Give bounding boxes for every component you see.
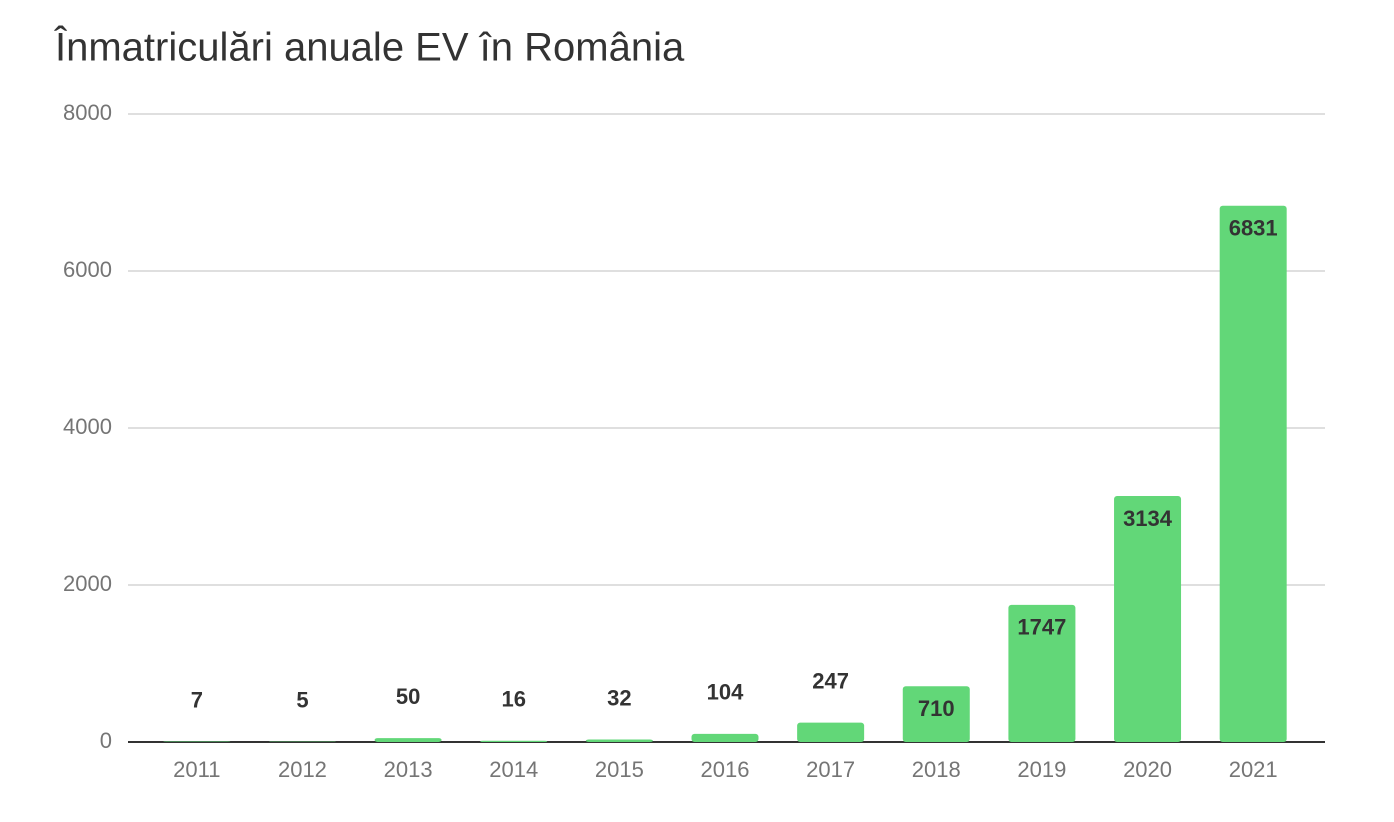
x-tick-label: 2016: [701, 757, 750, 782]
bar: [1008, 604, 1076, 742]
y-tick-label: 4000: [63, 414, 112, 439]
bar: [902, 686, 970, 742]
x-tick-label: 2013: [384, 757, 433, 782]
bar: [797, 722, 865, 742]
value-label: 710: [918, 696, 955, 721]
bar: [1219, 205, 1287, 743]
bar: [480, 740, 548, 742]
x-tick-label: 2011: [173, 757, 220, 782]
x-tick-label: 2012: [278, 757, 327, 782]
bar: [374, 738, 442, 742]
value-label: 50: [396, 684, 420, 709]
x-tick-label: 2019: [1017, 757, 1066, 782]
value-label: 3134: [1123, 506, 1173, 531]
y-tick-label: 6000: [63, 257, 112, 282]
x-tick-label: 2020: [1123, 757, 1172, 782]
bar: [585, 739, 653, 742]
value-label: 5: [296, 687, 308, 712]
y-tick-label: 0: [100, 728, 112, 753]
value-label: 1747: [1017, 615, 1066, 640]
x-tick-label: 2014: [489, 757, 538, 782]
value-label: 7: [191, 687, 203, 712]
y-tick-label: 8000: [63, 100, 112, 125]
value-label: 6831: [1229, 216, 1278, 241]
bar: [163, 741, 231, 742]
x-tick-label: 2018: [912, 757, 961, 782]
value-label: 16: [501, 687, 525, 712]
value-label: 104: [707, 680, 744, 705]
y-tick-label: 2000: [63, 571, 112, 596]
x-tick-label: 2017: [806, 757, 855, 782]
value-label: 32: [607, 685, 631, 710]
bar: [691, 733, 759, 742]
bar: [1114, 495, 1182, 742]
x-tick-label: 2021: [1229, 757, 1278, 782]
x-tick-label: 2015: [595, 757, 644, 782]
chart-title: Înmatriculări anuale EV în România: [54, 25, 685, 70]
value-label: 247: [812, 668, 849, 693]
